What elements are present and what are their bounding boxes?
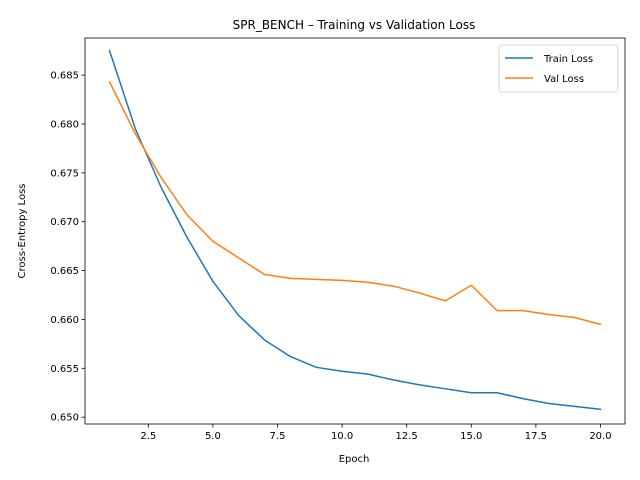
x-tick-label: 20.0: [589, 431, 611, 442]
train-loss-line: [108, 49, 602, 411]
legend: Train Loss Val Loss: [498, 44, 619, 93]
x-tick-label: 5.0: [205, 431, 221, 442]
legend-label-val-loss: Val Loss: [544, 74, 584, 85]
legend-label-train-loss: Train Loss: [543, 54, 593, 65]
y-axis-label: Cross-Entropy Loss: [17, 184, 28, 279]
legend-box: [498, 44, 619, 93]
y-tick-label: 0.660: [50, 315, 79, 326]
y-tick-label: 0.650: [50, 413, 79, 424]
y-tick-label: 0.655: [50, 364, 79, 375]
y-tick-label: 0.680: [50, 119, 79, 130]
x-tick-label: 7.5: [270, 431, 286, 442]
y-tick-label: 0.685: [50, 71, 79, 82]
x-tick-label: 2.5: [140, 431, 156, 442]
chart-title: SPR_BENCH – Training vs Validation Loss: [233, 18, 476, 32]
x-tick-label: 12.5: [396, 431, 418, 442]
y-axis: 0.650 0.655 0.660 0.665 0.670 0.675 0.680 0.685: [50, 71, 85, 424]
x-tick-label: 17.5: [525, 431, 547, 442]
y-tick-label: 0.675: [50, 168, 79, 179]
y-tick-label: 0.670: [50, 217, 79, 228]
x-axis: 2.5 5.0 7.5 10.0 12.5 15.0 17.5 20.0: [140, 424, 612, 442]
val-loss-line: [108, 80, 602, 326]
x-tick-label: 10.0: [331, 431, 353, 442]
y-tick-label: 0.665: [50, 266, 79, 277]
x-tick-label: 15.0: [460, 431, 482, 442]
axes-frame: [84, 37, 626, 425]
x-axis-label: Epoch: [339, 454, 370, 465]
plot-area: [108, 49, 602, 411]
